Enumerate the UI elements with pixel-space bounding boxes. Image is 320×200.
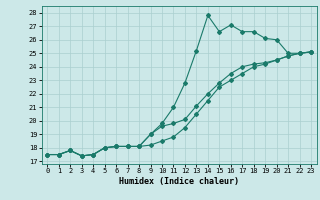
X-axis label: Humidex (Indice chaleur): Humidex (Indice chaleur) [119,177,239,186]
